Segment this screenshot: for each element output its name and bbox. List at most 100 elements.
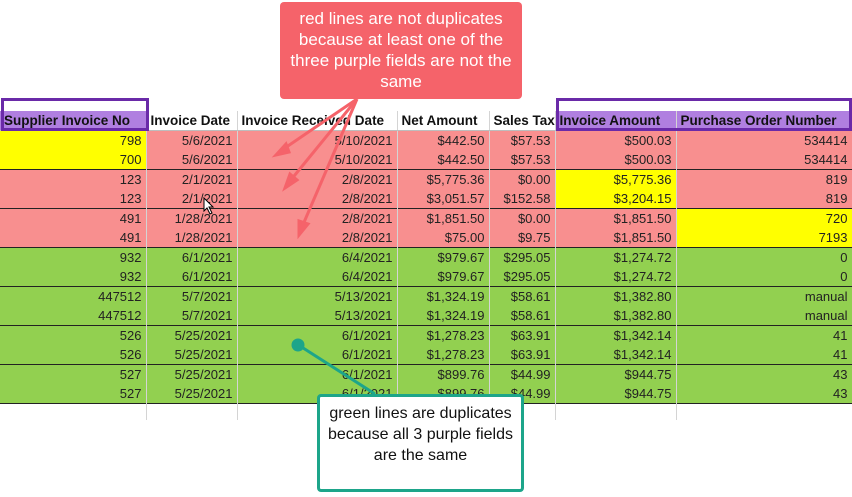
table-cell[interactable]: $57.53	[489, 150, 556, 170]
table-cell[interactable]: $1,382.80	[555, 306, 677, 326]
header-net-amount[interactable]: Net Amount	[397, 111, 490, 131]
table-cell[interactable]: 534414	[676, 150, 852, 170]
table-cell[interactable]: 526	[0, 325, 147, 345]
table-cell[interactable]: 6/1/2021	[237, 364, 398, 384]
table-cell[interactable]: 819	[676, 169, 852, 189]
table-cell[interactable]: $442.50	[397, 150, 490, 170]
table-cell[interactable]	[146, 403, 238, 420]
table-cell[interactable]: 527	[0, 364, 147, 384]
table-cell[interactable]: $1,851.50	[555, 228, 677, 248]
table-cell[interactable]: $1,324.19	[397, 286, 490, 306]
table-cell[interactable]	[676, 403, 852, 420]
table-cell[interactable]: 2/8/2021	[237, 169, 398, 189]
table-cell[interactable]: 41	[676, 345, 852, 365]
table-cell[interactable]	[0, 403, 147, 420]
table-cell[interactable]: $58.61	[489, 286, 556, 306]
table-cell[interactable]: $944.75	[555, 384, 677, 404]
table-cell[interactable]: $5,775.36	[555, 169, 677, 189]
table-cell[interactable]: 527	[0, 384, 147, 404]
table-cell[interactable]: 819	[676, 189, 852, 209]
header-invoice-amount[interactable]: Invoice Amount	[555, 111, 677, 131]
table-cell[interactable]: 5/7/2021	[146, 286, 238, 306]
table-cell[interactable]: 6/4/2021	[237, 267, 398, 287]
table-cell[interactable]: 491	[0, 228, 147, 248]
table-cell[interactable]: $295.05	[489, 247, 556, 267]
table-cell[interactable]: 534414	[676, 130, 852, 150]
table-cell[interactable]: $979.67	[397, 247, 490, 267]
table-cell[interactable]: 0	[676, 267, 852, 287]
header-supplier-invoice-no[interactable]: Supplier Invoice No	[0, 111, 147, 131]
table-cell[interactable]	[555, 403, 677, 420]
table-cell[interactable]: 447512	[0, 306, 147, 326]
table-cell[interactable]: 5/25/2021	[146, 384, 238, 404]
table-cell[interactable]: 123	[0, 169, 147, 189]
table-cell[interactable]: 932	[0, 267, 147, 287]
table-cell[interactable]: $1,342.14	[555, 325, 677, 345]
table-cell[interactable]: 2/8/2021	[237, 228, 398, 248]
table-cell[interactable]: $57.53	[489, 130, 556, 150]
table-cell[interactable]: $979.67	[397, 267, 490, 287]
table-cell[interactable]: 6/1/2021	[237, 345, 398, 365]
table-cell[interactable]: 6/1/2021	[146, 247, 238, 267]
table-cell[interactable]: 43	[676, 384, 852, 404]
table-cell[interactable]: 5/13/2021	[237, 286, 398, 306]
table-cell[interactable]: $500.03	[555, 130, 677, 150]
table-cell[interactable]: 5/6/2021	[146, 150, 238, 170]
table-cell[interactable]: 5/10/2021	[237, 150, 398, 170]
table-cell[interactable]: $63.91	[489, 325, 556, 345]
header-purchase-order-number[interactable]: Purchase Order Number	[676, 111, 852, 131]
table-cell[interactable]: $1,274.72	[555, 247, 677, 267]
table-cell[interactable]: $5,775.36	[397, 169, 490, 189]
table-cell[interactable]: 5/7/2021	[146, 306, 238, 326]
table-cell[interactable]: $3,204.15	[555, 189, 677, 209]
header-invoice-date[interactable]: Invoice Date	[146, 111, 238, 131]
table-cell[interactable]: 720	[676, 208, 852, 228]
table-cell[interactable]: $500.03	[555, 150, 677, 170]
table-cell[interactable]: $1,382.80	[555, 286, 677, 306]
table-cell[interactable]: 6/1/2021	[237, 325, 398, 345]
table-cell[interactable]: 0	[676, 247, 852, 267]
table-cell[interactable]: 5/13/2021	[237, 306, 398, 326]
table-cell[interactable]: $152.58	[489, 189, 556, 209]
table-cell[interactable]: $1,278.23	[397, 325, 490, 345]
table-cell[interactable]: $0.00	[489, 169, 556, 189]
table-cell[interactable]: 2/1/2021	[146, 169, 238, 189]
table-cell[interactable]: 526	[0, 345, 147, 365]
table-cell[interactable]: manual	[676, 306, 852, 326]
table-cell[interactable]: 5/25/2021	[146, 325, 238, 345]
table-cell[interactable]: 1/28/2021	[146, 208, 238, 228]
table-cell[interactable]: 41	[676, 325, 852, 345]
table-cell[interactable]: $1,851.50	[555, 208, 677, 228]
table-cell[interactable]: 5/10/2021	[237, 130, 398, 150]
table-cell[interactable]: $442.50	[397, 130, 490, 150]
table-cell[interactable]: 447512	[0, 286, 147, 306]
table-cell[interactable]: $295.05	[489, 267, 556, 287]
table-cell[interactable]: 6/1/2021	[146, 267, 238, 287]
header-sales-tax[interactable]: Sales Tax	[489, 111, 556, 131]
header-invoice-received-date[interactable]: Invoice Received Date	[237, 111, 398, 131]
table-cell[interactable]: $899.76	[397, 364, 490, 384]
table-cell[interactable]: $1,278.23	[397, 345, 490, 365]
table-cell[interactable]: $944.75	[555, 364, 677, 384]
table-cell[interactable]: $63.91	[489, 345, 556, 365]
table-cell[interactable]: $1,851.50	[397, 208, 490, 228]
table-cell[interactable]: 5/25/2021	[146, 345, 238, 365]
table-cell[interactable]: 6/4/2021	[237, 247, 398, 267]
table-cell[interactable]: 123	[0, 189, 147, 209]
table-cell[interactable]: $1,324.19	[397, 306, 490, 326]
table-cell[interactable]: 5/25/2021	[146, 364, 238, 384]
table-cell[interactable]: $9.75	[489, 228, 556, 248]
table-cell[interactable]: 7193	[676, 228, 852, 248]
table-cell[interactable]: manual	[676, 286, 852, 306]
table-cell[interactable]: $1,274.72	[555, 267, 677, 287]
table-cell[interactable]: 2/8/2021	[237, 189, 398, 209]
table-cell[interactable]: $0.00	[489, 208, 556, 228]
table-cell[interactable]: 1/28/2021	[146, 228, 238, 248]
table-cell[interactable]: $1,342.14	[555, 345, 677, 365]
table-cell[interactable]: 491	[0, 208, 147, 228]
table-cell[interactable]: 2/8/2021	[237, 208, 398, 228]
table-cell[interactable]: 700	[0, 150, 147, 170]
table-cell[interactable]: 932	[0, 247, 147, 267]
table-cell[interactable]: $3,051.57	[397, 189, 490, 209]
table-cell[interactable]: 5/6/2021	[146, 130, 238, 150]
